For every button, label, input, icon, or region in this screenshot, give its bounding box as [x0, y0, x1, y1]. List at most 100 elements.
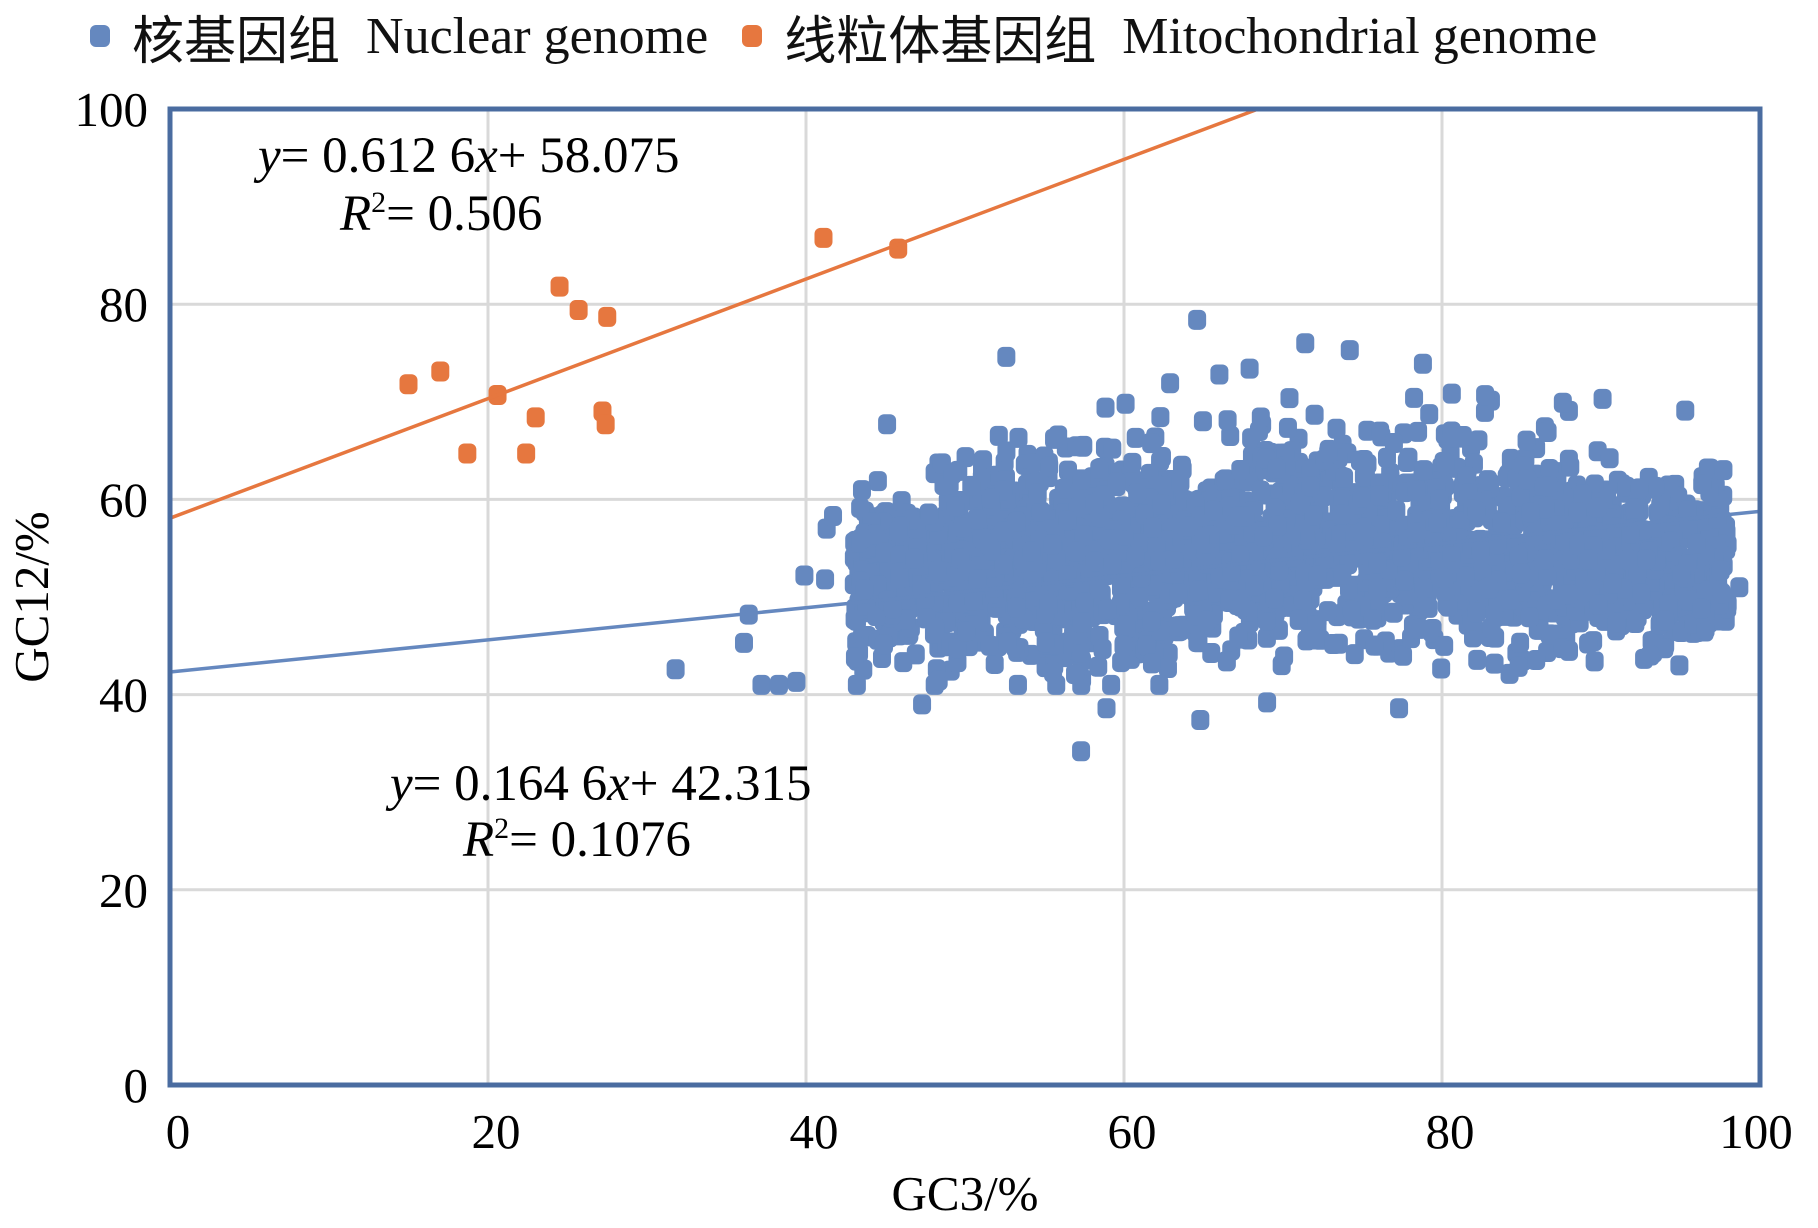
- nuclear-point: [1197, 553, 1216, 574]
- nuclear-point: [1442, 546, 1461, 567]
- nuclear-point: [1315, 548, 1334, 569]
- nuclear-point: [1390, 698, 1409, 719]
- nuclear-point: [1579, 549, 1598, 570]
- nuclear-point: [666, 659, 685, 680]
- nuclear-point: [1218, 410, 1237, 431]
- nuc-eq-body: = 0.164 6: [413, 756, 608, 812]
- nuclear-point: [1072, 741, 1091, 762]
- nuclear-point: [878, 414, 897, 435]
- nuclear-point: [1188, 631, 1207, 652]
- x-axis-title: GC3/%: [892, 1166, 1039, 1221]
- nuc-eq-y: y: [385, 756, 413, 812]
- nuclear-point: [1143, 517, 1162, 538]
- nuclear-point: [968, 509, 987, 530]
- nuclear-point: [1191, 529, 1210, 550]
- nuclear-point: [905, 548, 924, 569]
- nuclear-point: [1254, 526, 1273, 547]
- nuclear-point: [1730, 577, 1749, 598]
- nuclear-point: [1028, 483, 1047, 504]
- nuclear-point: [1419, 597, 1438, 618]
- nuclear-point: [997, 346, 1016, 367]
- nuclear-point: [752, 674, 771, 695]
- mito-eq-body: = 0.612 6: [281, 128, 476, 184]
- mito-r2-value: = 0.506: [386, 186, 542, 242]
- nuclear-point: [1297, 630, 1316, 651]
- nuclear-point: [1269, 546, 1288, 567]
- nuclear-point: [1540, 459, 1559, 480]
- legend-item-nuclear[interactable]: 核基因组 Nuclear genome: [90, 0, 708, 74]
- legend-marker-mitochondrial: [742, 25, 763, 47]
- nuclear-point: [1008, 674, 1027, 695]
- nuclear-point: [1040, 456, 1059, 477]
- nuclear-point: [1410, 618, 1429, 639]
- nuclear-point: [1229, 626, 1248, 647]
- nuclear-point: [1267, 458, 1286, 479]
- nuclear-trendline: [169, 509, 1761, 674]
- nuclear-point: [1407, 480, 1426, 501]
- legend-item-mitochondrial[interactable]: 线粒体基因组 Mitochondrial genome: [742, 0, 1597, 74]
- nuclear-point: [1428, 512, 1447, 533]
- nuclear-point: [1464, 627, 1483, 648]
- nuclear-point: [1152, 494, 1171, 515]
- nuclear-point: [1345, 644, 1364, 665]
- nuclear-point: [964, 590, 983, 611]
- nuclear-point: [1641, 645, 1660, 666]
- nuclear-point: [1066, 664, 1085, 685]
- nuclear-point: [1589, 594, 1608, 615]
- nuclear-point: [1142, 433, 1161, 454]
- nuclear-point: [1387, 500, 1406, 521]
- nuclear-point: [1151, 407, 1170, 428]
- nuclear-point: [1202, 643, 1221, 664]
- nuclear-point: [1568, 502, 1587, 523]
- nuc-r2-sup: 2: [494, 812, 509, 845]
- nuclear-point: [1394, 645, 1413, 666]
- nuclear-point: [1231, 545, 1250, 566]
- nuclear-point: [1434, 567, 1453, 588]
- nuclear-point: [1039, 594, 1058, 615]
- nuclear-point: [1072, 612, 1091, 633]
- nuclear-point: [1036, 632, 1055, 653]
- nuclear-point: [1656, 610, 1675, 631]
- nuclear-point: [1197, 610, 1216, 631]
- x-axis-ticks: 0 20 40 60 80 100: [166, 1104, 1793, 1159]
- nuclear-point: [1395, 570, 1414, 591]
- nuclear-point: [890, 545, 909, 566]
- nuclear-point: [943, 464, 962, 485]
- nuclear-points: [666, 309, 1749, 762]
- nuclear-point: [1478, 470, 1497, 491]
- nuclear-point: [1130, 586, 1149, 607]
- nuclear-point: [1527, 649, 1546, 670]
- nuc-eq-x: x: [606, 756, 630, 812]
- y-axis-ticks: 0 20 40 60 80 100: [75, 82, 149, 1113]
- nuclear-point: [1670, 655, 1689, 676]
- nuclear-point: [769, 674, 788, 695]
- nuclear-point: [1692, 598, 1711, 619]
- y-axis-title: GC12/%: [4, 511, 59, 683]
- nuclear-point: [1606, 517, 1625, 538]
- nuclear-point: [1439, 596, 1458, 617]
- mito-r2-label: R: [339, 186, 371, 242]
- nuclear-point: [1191, 709, 1210, 730]
- nuclear-point: [1436, 453, 1455, 474]
- nuclear-point: [1479, 577, 1498, 598]
- nuclear-point: [1089, 578, 1108, 599]
- nuclear-point: [1257, 610, 1276, 631]
- nuclear-point: [1482, 618, 1501, 639]
- legend-label-mito-cn: 线粒体基因组: [784, 13, 1097, 71]
- nuclear-point: [1296, 333, 1315, 354]
- nuclear-point: [816, 569, 835, 590]
- nuclear-point: [1097, 698, 1116, 719]
- x-tick-label: 80: [1426, 1104, 1475, 1159]
- mitochondrial-point: [526, 407, 545, 428]
- nuclear-point: [1457, 466, 1476, 487]
- nuclear-point: [1442, 383, 1461, 404]
- nuclear-point: [1536, 497, 1555, 518]
- mitochondrial-point: [814, 227, 833, 248]
- nuclear-point: [1693, 474, 1712, 495]
- nuclear-point: [979, 534, 998, 555]
- nuclear-r2: R2= 0.1076: [462, 812, 691, 868]
- legend-label-nuclear-cn: 核基因组: [132, 13, 341, 71]
- nuclear-point: [1593, 388, 1612, 409]
- y-tick-label: 0: [124, 1058, 149, 1113]
- nuclear-point: [1555, 530, 1574, 551]
